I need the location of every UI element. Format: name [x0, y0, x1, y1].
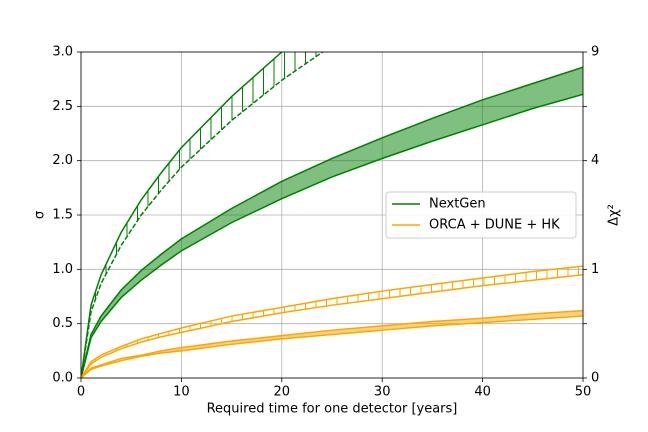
y-tick-label: 2.0 — [52, 153, 73, 168]
x-tick-label: 50 — [575, 385, 592, 400]
band-fill — [81, 310, 583, 378]
y-tick-label: 0.5 — [52, 316, 73, 331]
plot-frame — [80, 51, 584, 379]
x-tick-label: 20 — [274, 385, 291, 400]
y-tick-label: 0.0 — [52, 371, 73, 386]
x-axis-label: Required time for one detector [years] — [207, 402, 458, 417]
x-tick-label: 30 — [374, 385, 391, 400]
x-tick-label: 0 — [77, 385, 85, 400]
y2-axis-label: Δχ² — [607, 204, 622, 226]
band-upper-line — [81, 265, 583, 378]
plot-area — [81, 52, 583, 378]
y-axis-label: σ — [33, 211, 48, 219]
band-upper-line — [81, 309, 583, 378]
legend: NextGen ORCA + DUNE + HK — [385, 191, 577, 239]
band-lower-line — [81, 52, 324, 378]
y2-tick-label: 1 — [591, 262, 599, 277]
y-tick-label: 2.5 — [52, 99, 73, 114]
x-tick-label: 40 — [474, 385, 491, 400]
band-upper-line — [81, 52, 284, 378]
band-lower-line — [81, 315, 583, 378]
y2-tick-label: 0 — [591, 371, 599, 386]
band-fill — [81, 67, 583, 378]
y-tick-label: 1.5 — [52, 208, 73, 223]
x-tick-label: 10 — [173, 385, 190, 400]
band-hatch — [81, 266, 583, 378]
y2-tick-label: 9 — [591, 45, 599, 60]
y2-tick-label: 4 — [591, 153, 599, 168]
legend-label: NextGen — [429, 197, 486, 212]
legend-box — [385, 191, 577, 239]
band-lower-line — [81, 93, 583, 378]
band-lower-line — [81, 274, 583, 378]
y-tick-label: 3.0 — [52, 45, 73, 60]
axes: 0 10 20 30 40 50 0.0 0.5 1.0 1.5 2.0 2.5 3.0 0 1 4 9 — [52, 45, 599, 400]
band-upper-line — [81, 66, 583, 378]
y-tick-label: 1.0 — [52, 262, 73, 277]
legend-label: ORCA + DUNE + HK — [429, 218, 560, 233]
